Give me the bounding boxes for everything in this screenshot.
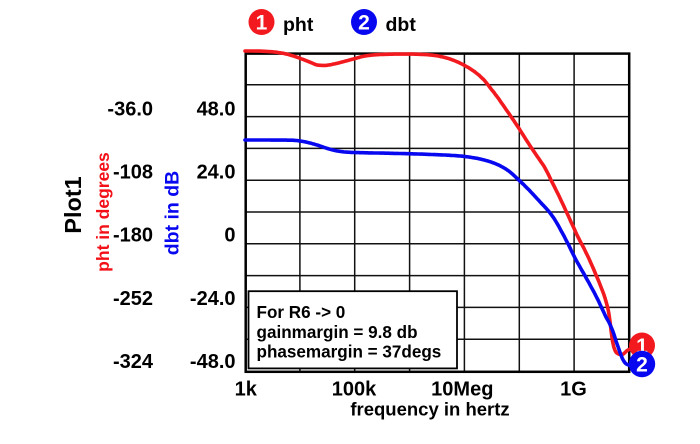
svg-text:-324: -324: [113, 351, 154, 373]
svg-text:-252: -252: [113, 288, 153, 310]
svg-text:phasemargin = 37degs: phasemargin = 37degs: [257, 343, 442, 362]
svg-text:-36.0: -36.0: [107, 98, 153, 120]
svg-text:100k: 100k: [332, 378, 377, 400]
svg-text:10Meg: 10Meg: [431, 378, 493, 400]
svg-text:gainmargin = 9.8 db: gainmargin = 9.8 db: [257, 323, 418, 342]
svg-text:0: 0: [224, 225, 235, 247]
svg-text:-108: -108: [113, 162, 153, 184]
svg-text:24.0: 24.0: [197, 162, 236, 184]
svg-text:For R6 -> 0: For R6 -> 0: [257, 303, 346, 322]
svg-text:1: 1: [256, 12, 268, 35]
svg-text:dbt: dbt: [386, 14, 417, 36]
svg-text:-24.0: -24.0: [190, 288, 236, 310]
svg-text:pht: pht: [283, 14, 314, 36]
svg-text:2: 2: [358, 12, 370, 35]
svg-text:1G: 1G: [560, 378, 587, 400]
svg-text:dbt in dB: dbt in dB: [162, 171, 184, 255]
svg-text:frequency in hertz: frequency in hertz: [350, 399, 509, 420]
svg-text:-180: -180: [113, 225, 153, 247]
svg-text:-48.0: -48.0: [190, 351, 236, 373]
svg-text:Plot1: Plot1: [60, 176, 86, 233]
svg-text:pht in degrees: pht in degrees: [93, 152, 113, 272]
svg-text:1k: 1k: [235, 378, 258, 400]
svg-text:2: 2: [636, 354, 648, 377]
svg-text:48.0: 48.0: [197, 98, 236, 120]
